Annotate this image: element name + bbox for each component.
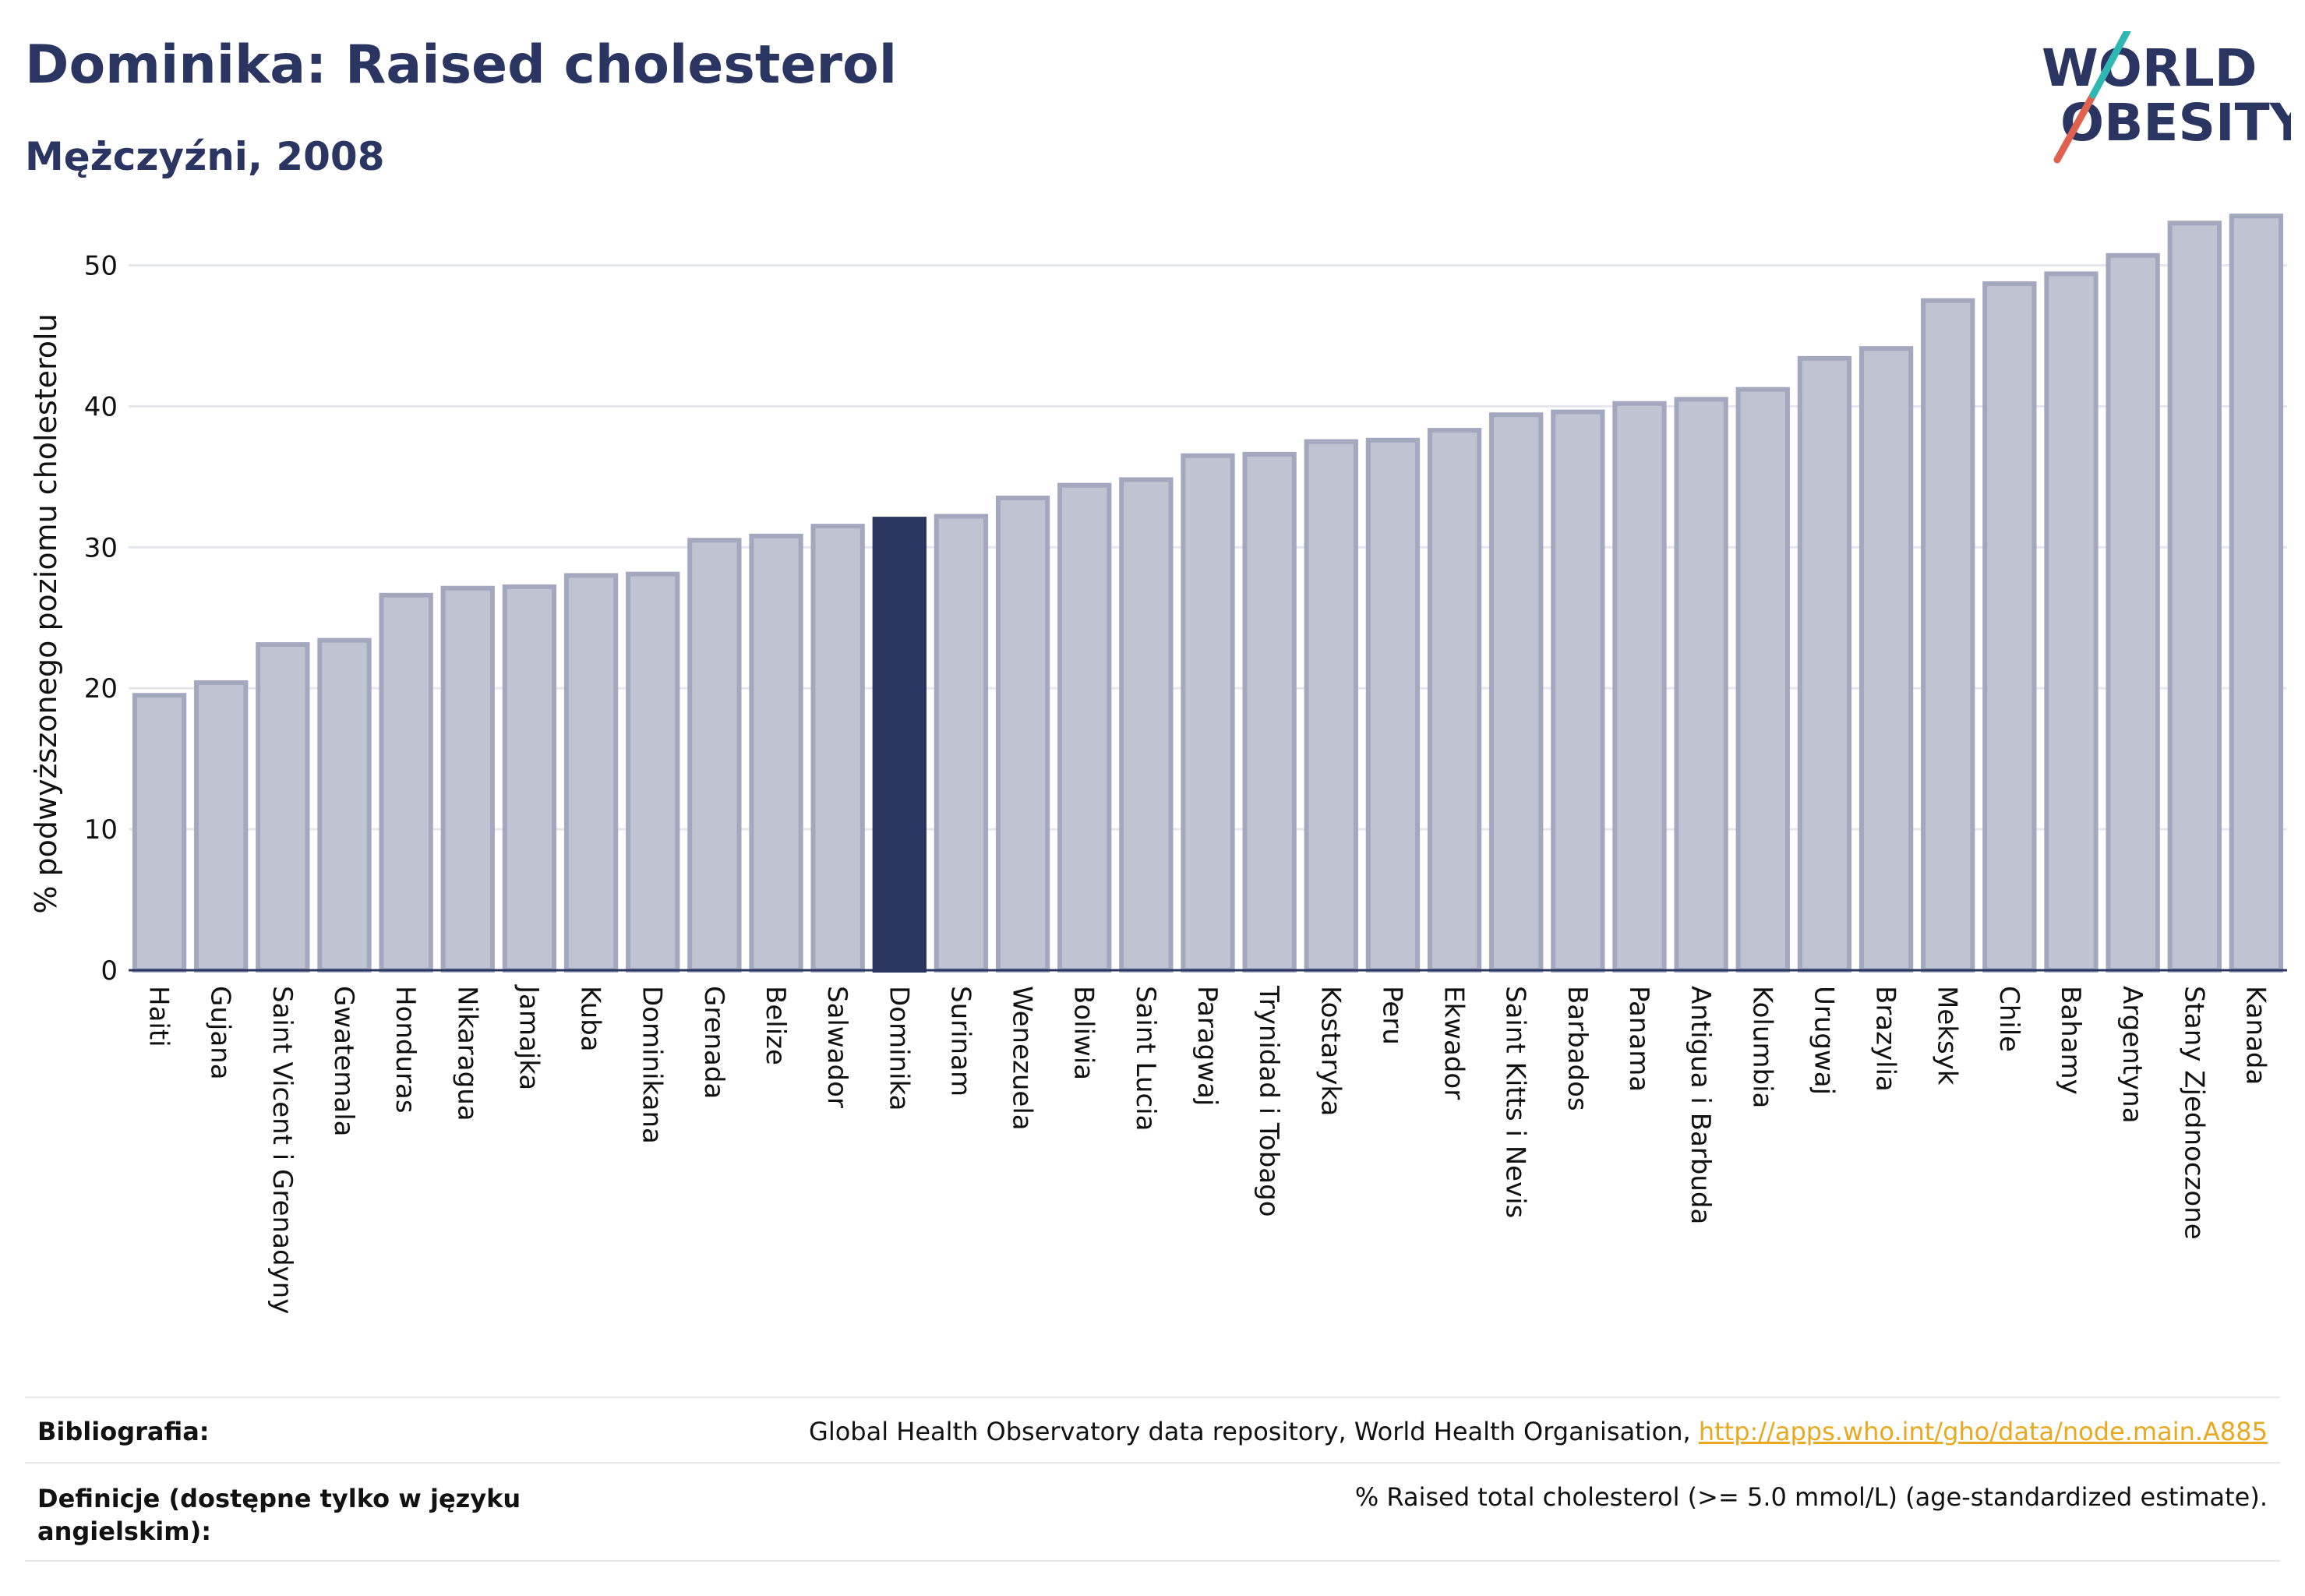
bar	[1242, 451, 1297, 973]
definitions-label: Definicje (dostępne tylko w języku angie…	[37, 1484, 521, 1546]
bar	[626, 571, 680, 973]
x-tick-label: Honduras	[390, 986, 421, 1114]
bar	[2167, 221, 2222, 973]
x-tick-label: Kolumbia	[1746, 986, 1777, 1108]
logo-slash-teal	[2089, 31, 2131, 99]
definitions-row: Definicje (dostępne tylko w języku angie…	[25, 1482, 2280, 1552]
x-tick-label: Saint Lucia	[1130, 986, 1161, 1131]
x-tick-label: Surinam	[944, 986, 976, 1096]
bar	[1489, 412, 1544, 973]
y-tick-label: 50	[84, 250, 118, 281]
x-tick-label: Paragwaj	[1191, 986, 1223, 1106]
bar	[194, 680, 249, 973]
bar	[1921, 298, 1975, 973]
logo-line2: OBESITY	[2060, 93, 2291, 153]
page-subtitle: Mężczyźni, 2008	[25, 134, 385, 179]
x-tick-label: Haiti	[143, 986, 175, 1047]
bar	[749, 533, 803, 973]
x-tick-label: Salwador	[821, 986, 852, 1108]
x-tick-label: Brazylia	[1870, 986, 1901, 1092]
x-tick-label: Kostaryka	[1315, 986, 1346, 1116]
x-tick-label: Saint Kitts i Nevis	[1500, 986, 1531, 1218]
footer-divider-bottom	[25, 1560, 2280, 1562]
x-tick-label: Nikaragua	[451, 986, 482, 1121]
x-tick-label: Saint Vicent i Grenadyny	[267, 986, 298, 1314]
bar	[1365, 437, 1421, 973]
bibliography-value: Global Health Observatory data repositor…	[809, 1417, 2268, 1446]
bar	[2106, 252, 2160, 973]
bar	[1797, 355, 1852, 973]
x-tick-label: Bahamy	[2055, 986, 2086, 1095]
bar-highlighted	[872, 517, 927, 973]
bar	[2044, 271, 2099, 973]
world-obesity-logo: WORLD OBESITY	[2042, 31, 2291, 164]
bar	[1119, 477, 1174, 973]
bar	[256, 642, 310, 973]
y-axis-ticks: 0 10 20 30 40 50	[84, 250, 118, 987]
x-tick-label: Boliwia	[1068, 986, 1100, 1080]
x-tick-label: Antigua i Barbuda	[1685, 986, 1716, 1224]
bar	[1674, 397, 1728, 973]
x-tick-label: Stany Zjednoczone	[2178, 986, 2209, 1240]
x-tick-label: Trynidad i Tobago	[1253, 985, 1284, 1217]
y-tick-label: 40	[84, 391, 118, 422]
x-tick-label: Barbados	[1562, 986, 1593, 1111]
bar	[440, 585, 495, 973]
logo-line1: WORLD	[2042, 38, 2257, 98]
x-tick-label: Meksyk	[1932, 986, 1963, 1086]
footer-divider-middle	[25, 1462, 2280, 1464]
y-axis-label: % podwyższonego poziomu cholesterolu	[29, 313, 63, 913]
y-tick-label: 0	[101, 955, 118, 987]
bar	[1427, 428, 1482, 973]
x-axis-ticks: Haiti Gujana Saint Vicent i Grenadyny Gwate…	[143, 984, 2271, 1314]
x-tick-label: Gujana	[205, 986, 236, 1080]
bar	[502, 584, 557, 973]
bibliography-link[interactable]: http://apps.who.int/gho/data/node.main.A…	[1698, 1417, 2268, 1446]
x-tick-label: Gwatemala	[328, 986, 359, 1136]
bar	[995, 495, 1050, 973]
bar	[1057, 482, 1112, 973]
x-tick-label: Grenada	[698, 986, 729, 1099]
definitions-text: % Raised total cholesterol (>= 5.0 mmol/…	[1354, 1482, 2268, 1512]
bar	[1181, 453, 1235, 973]
bar	[1304, 439, 1358, 973]
x-tick-label: Panama	[1623, 986, 1654, 1092]
x-tick-label: Jamajka	[513, 984, 544, 1090]
page-title: Dominika: Raised cholesterol	[25, 34, 898, 96]
x-tick-label: Kuba	[575, 986, 606, 1052]
bar-chart: 0 10 20 30 40 50 Haiti Gujana Saint Vicent i Gr…	[29, 214, 2287, 1314]
x-tick-label: Chile	[1993, 986, 2024, 1052]
x-tick-label: Dominika	[883, 986, 914, 1110]
bibliography-text: Global Health Observatory data repositor…	[809, 1417, 1699, 1446]
x-tick-label: Dominikana	[637, 986, 668, 1144]
x-tick-label: Wenezuela	[1007, 986, 1038, 1131]
bar	[687, 538, 742, 973]
bibliography-label: Bibliografia:	[37, 1417, 210, 1446]
x-tick-label: Ekwador	[1438, 986, 1470, 1100]
footer-divider-top	[25, 1396, 2280, 1398]
bar	[1551, 409, 1605, 973]
bar	[379, 592, 433, 973]
bibliography-row: Bibliografia: Global Health Observatory …	[25, 1417, 2280, 1456]
bar	[1735, 387, 1790, 973]
bar	[317, 637, 372, 973]
bar	[2229, 214, 2284, 973]
x-tick-label: Argentyna	[2116, 986, 2148, 1124]
y-tick-label: 20	[84, 673, 118, 704]
bars	[129, 214, 2287, 973]
x-tick-label: Peru	[1376, 986, 1407, 1045]
bar	[1982, 281, 2037, 973]
bar	[1612, 401, 1667, 973]
bar	[934, 514, 989, 973]
x-tick-label: Urugwaj	[1808, 986, 1839, 1095]
y-tick-label: 10	[84, 814, 118, 846]
bar	[1858, 346, 1914, 973]
bar	[810, 524, 865, 973]
logo-slash-red	[2053, 91, 2097, 164]
x-tick-label: Belize	[760, 986, 791, 1065]
bar	[132, 693, 187, 973]
bar	[563, 573, 619, 973]
y-tick-label: 30	[84, 532, 118, 563]
x-tick-label: Kanada	[2240, 986, 2271, 1085]
